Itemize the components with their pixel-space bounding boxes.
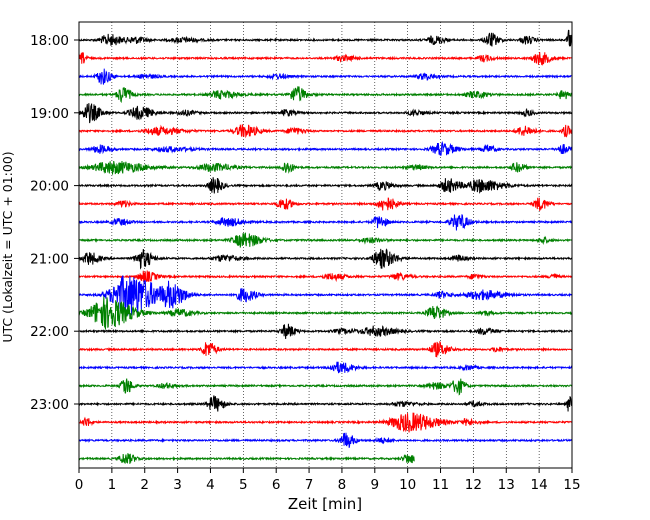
trace-1845	[78, 86, 573, 104]
x-tick-label-9: 9	[371, 477, 380, 493]
trace-2300	[78, 395, 573, 412]
trace-2000	[78, 177, 573, 194]
y-tick-label-2300: 23:00	[30, 397, 69, 413]
y-tick-label-2000: 20:00	[30, 179, 69, 195]
trace-1815	[78, 51, 572, 66]
x-axis-label: Zeit [min]	[288, 495, 362, 513]
y-axis-ticks: 18:00 19:00 20:00 21:00 22:00 23:00	[30, 33, 79, 413]
x-tick-label-2: 2	[140, 477, 149, 493]
x-tick-label-0: 0	[75, 477, 84, 493]
y-axis-label: UTC (Lokalzeit = UTC + 01:00)	[0, 151, 15, 342]
y-tick-label-2100: 21:00	[30, 251, 69, 267]
x-tick-label-14: 14	[531, 477, 548, 493]
x-axis-ticks: 0 1 2 3 4 5 6 7 8 9 10 11 12 13 14 15	[75, 468, 581, 493]
x-tick-label-3: 3	[173, 477, 182, 493]
trace-1945	[78, 160, 572, 175]
x-tick-label-13: 13	[498, 477, 515, 493]
plot-frame	[78, 21, 573, 469]
trace-1930	[78, 140, 572, 156]
y-tick-label-1800: 18:00	[30, 33, 69, 49]
x-tick-label-6: 6	[272, 477, 281, 493]
trace-2330	[78, 432, 572, 448]
grid-lines	[111, 22, 540, 468]
trace-1915	[78, 124, 573, 139]
y-tick-label-2200: 22:00	[30, 324, 69, 340]
x-tick-label-1: 1	[108, 477, 117, 493]
x-tick-label-8: 8	[338, 477, 347, 493]
y-tick-label-1900: 19:00	[30, 106, 69, 122]
trace-1800	[78, 29, 573, 47]
trace-2015	[78, 197, 573, 211]
x-tick-label-7: 7	[305, 477, 314, 493]
trace-2115	[78, 270, 573, 283]
trace-1900	[78, 103, 573, 124]
trace-1830	[78, 68, 572, 85]
trace-2245	[78, 378, 573, 396]
trace-2130	[78, 275, 573, 316]
x-tick-label-10: 10	[399, 477, 416, 493]
trace-2230	[78, 361, 573, 374]
trace-2200	[78, 323, 573, 340]
trace-2145	[78, 296, 573, 330]
x-tick-label-11: 11	[432, 477, 449, 493]
trace-2345	[78, 453, 415, 464]
trace-2100	[78, 248, 573, 270]
x-tick-label-15: 15	[563, 477, 580, 493]
x-tick-label-5: 5	[239, 477, 248, 493]
x-tick-label-4: 4	[206, 477, 215, 493]
x-tick-label-12: 12	[465, 477, 482, 493]
trace-2045	[78, 232, 572, 248]
trace-2315	[78, 412, 573, 433]
trace-2030	[78, 214, 572, 231]
seismic-traces	[78, 29, 573, 464]
trace-2215	[78, 340, 573, 358]
